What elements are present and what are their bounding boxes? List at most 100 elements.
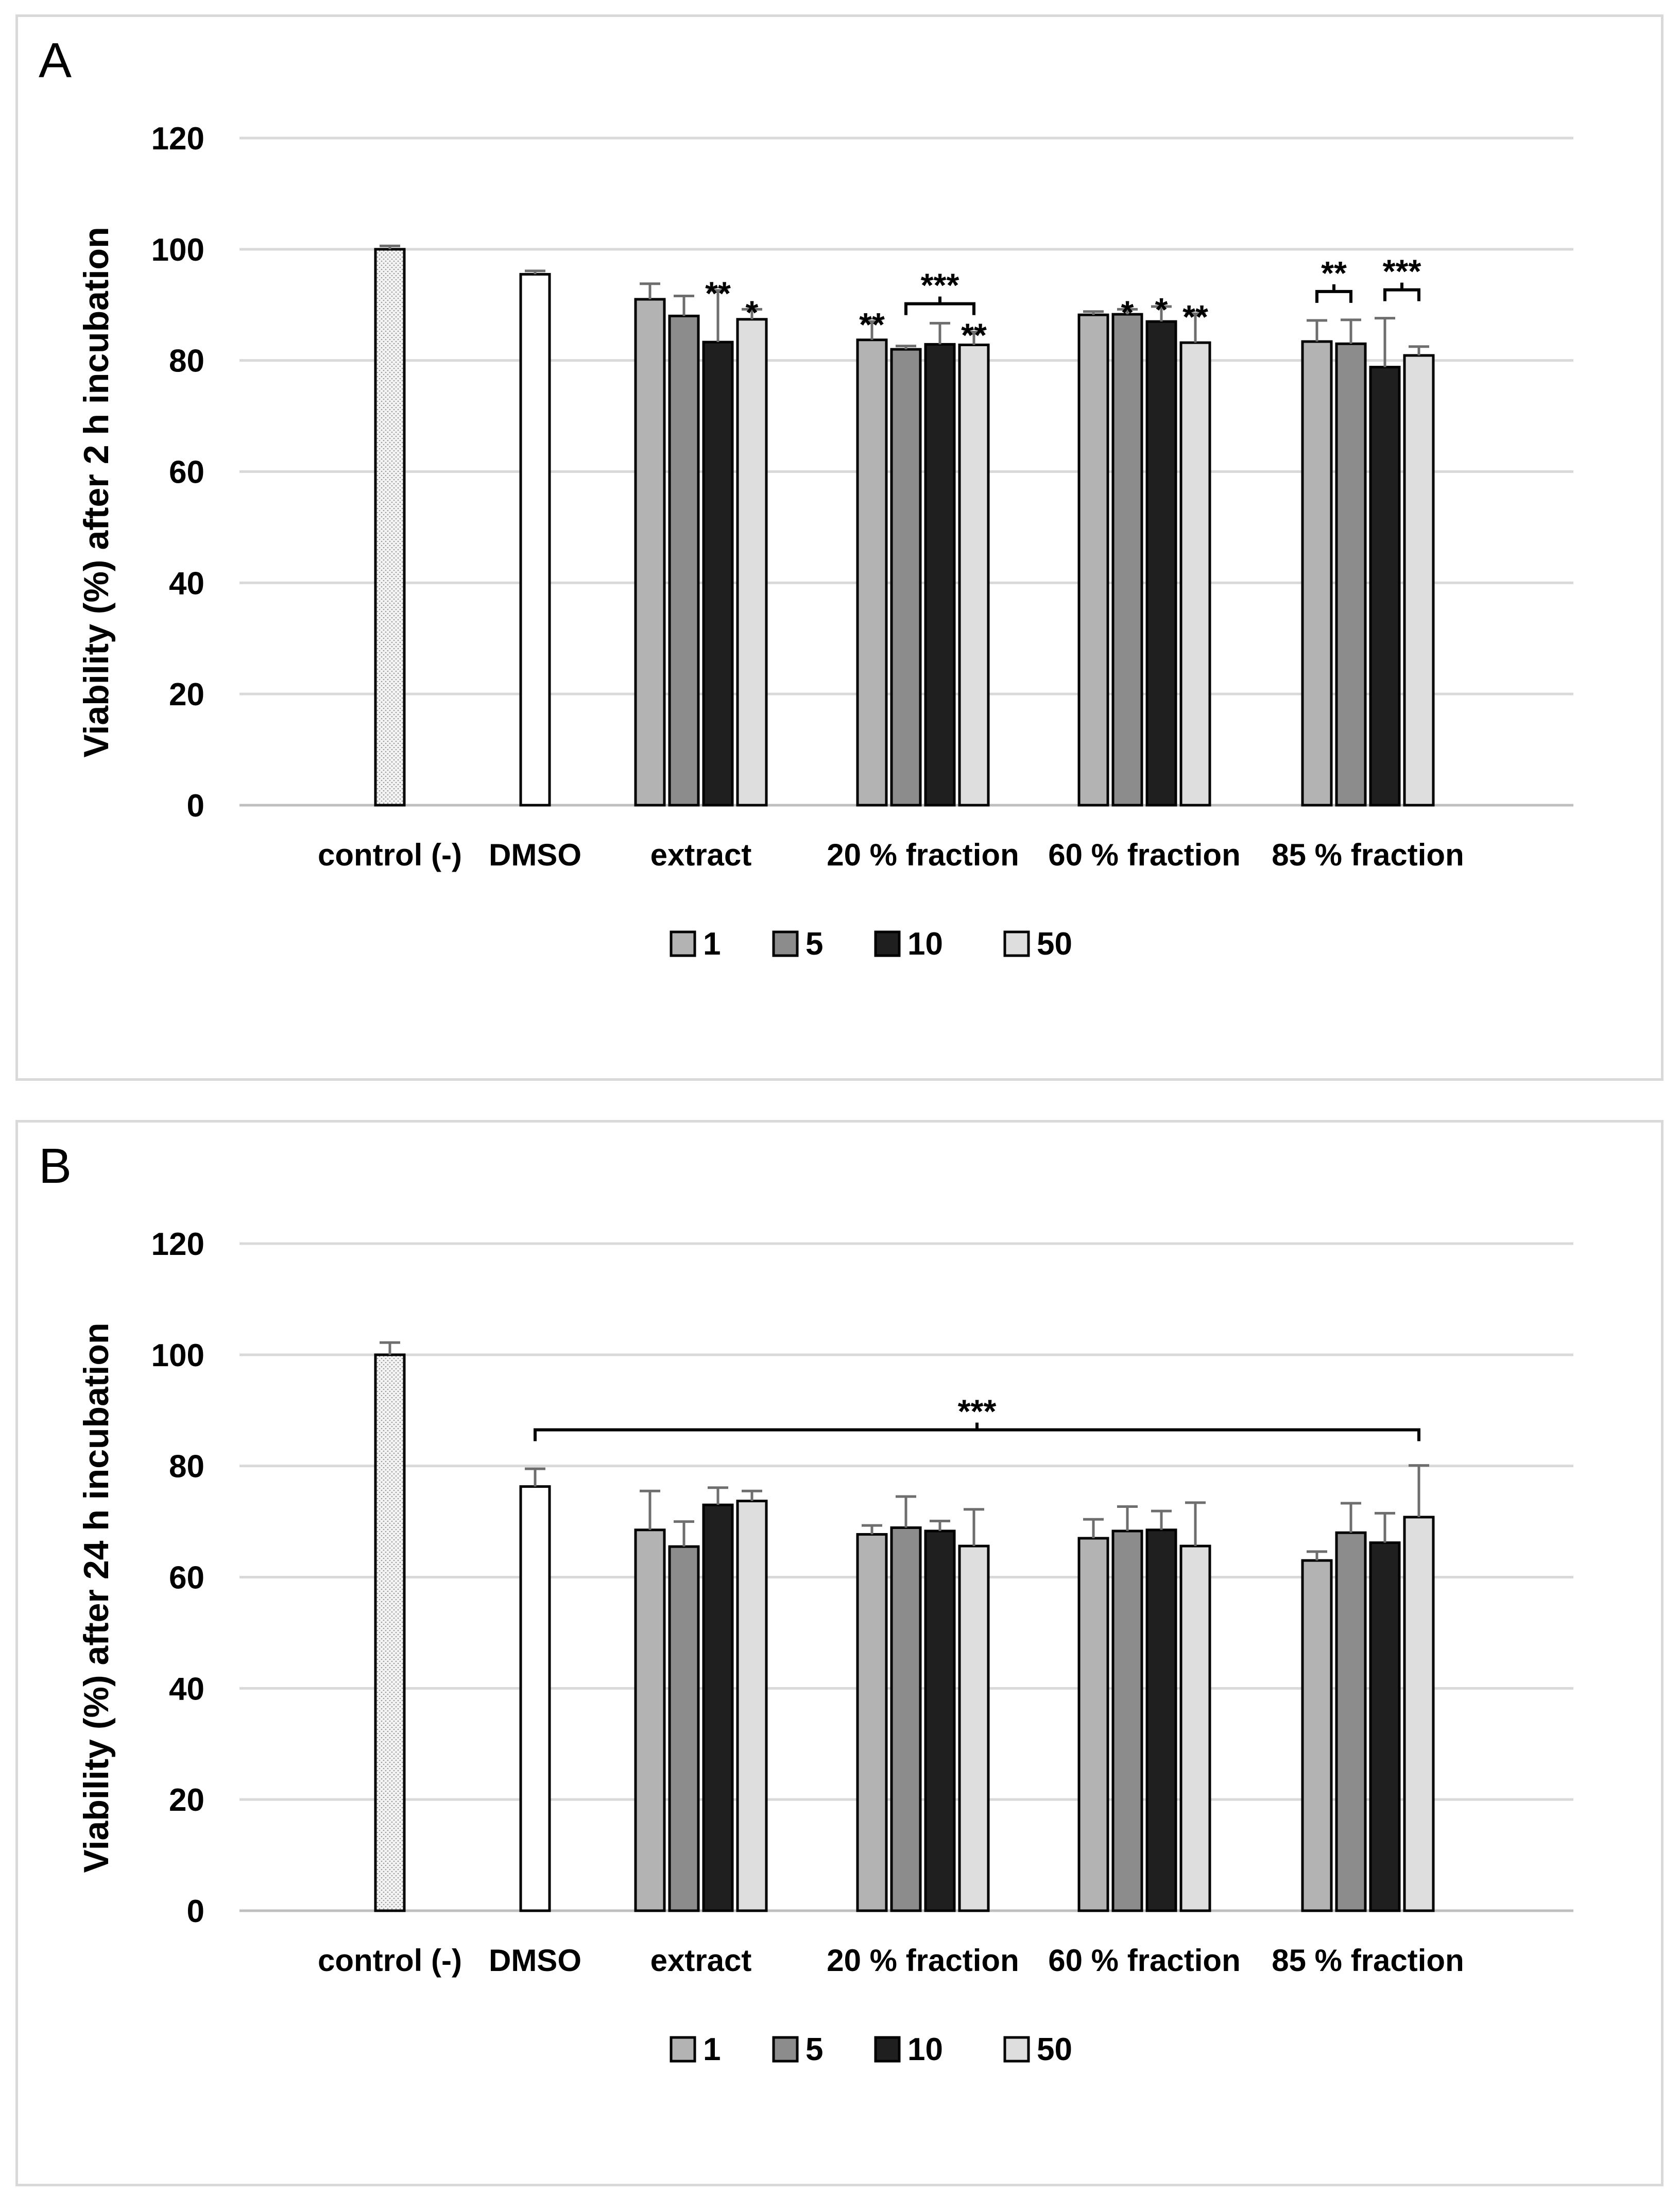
bar-series-50 <box>1179 1544 1211 1912</box>
bar-series-1 <box>634 1528 666 1912</box>
bar-series-5 <box>668 1545 700 1912</box>
legend-label: 5 <box>805 2032 823 2067</box>
legend-swatch-50 <box>1003 2036 1030 2063</box>
x-category-label: extract <box>650 1943 752 1978</box>
y-axis-label: Viability (%) after 24 h incubation <box>77 1322 116 1873</box>
significance-label: ** <box>1182 298 1208 335</box>
y-tick-label: 80 <box>169 344 204 379</box>
bar-control <box>374 248 406 807</box>
bar-series-10 <box>924 343 956 807</box>
x-category-label: 60 % fraction <box>1048 1943 1240 1978</box>
significance-bracket <box>904 302 975 315</box>
legend-swatch-10 <box>874 930 901 957</box>
significance-label: ** <box>859 306 885 343</box>
legend-swatch-10 <box>874 2036 901 2063</box>
bar-series-50 <box>736 318 768 807</box>
y-tick-label: 20 <box>169 1782 204 1818</box>
bar-series-50 <box>1179 341 1211 807</box>
legend-label: 50 <box>1037 2032 1072 2067</box>
legend-swatch-1 <box>670 2036 696 2063</box>
y-tick-label: 100 <box>151 232 204 268</box>
bar-series-1 <box>856 338 888 807</box>
y-tick-label: 80 <box>169 1449 204 1485</box>
x-category-label: control (-) <box>318 1943 462 1978</box>
panel-letter: A <box>39 33 72 88</box>
x-category-label: 85 % fraction <box>1272 1943 1464 1978</box>
bar-series-10 <box>1369 366 1401 807</box>
bar-series-1 <box>634 298 666 807</box>
legend-label: 10 <box>907 926 943 962</box>
significance-bracket <box>534 1428 1420 1441</box>
x-category-label: 20 % fraction <box>827 838 1019 872</box>
y-tick-label: 100 <box>151 1338 204 1373</box>
x-category-label: extract <box>650 838 752 872</box>
chart-b: 0 20 40 60 80 100 120 Viability (%) after 24 h … <box>77 1227 1573 2067</box>
significance-label: ** <box>705 275 731 312</box>
y-tick-label: 0 <box>187 1894 204 1929</box>
significance-label: *** <box>1383 253 1421 290</box>
significance-label: *** <box>958 1393 997 1430</box>
bar-series-5 <box>1335 1531 1367 1912</box>
significance-label: * <box>1121 294 1134 331</box>
y-tick-label: 40 <box>169 1671 204 1707</box>
y-tick-label: 120 <box>151 1227 204 1262</box>
significance-label: * <box>746 294 759 331</box>
bar-series-10 <box>1145 320 1177 807</box>
y-tick-label: 0 <box>187 788 204 824</box>
significance-label: ** <box>961 317 987 354</box>
bar-series-10 <box>702 1503 734 1912</box>
x-category-label: DMSO <box>489 838 581 872</box>
legend-label: 50 <box>1037 926 1072 962</box>
bar-series-1 <box>856 1533 888 1912</box>
x-category-label: 60 % fraction <box>1048 838 1240 872</box>
bar-dmso <box>519 1485 551 1912</box>
legend-swatch-1 <box>670 930 696 957</box>
x-category-label: control (-) <box>318 838 462 872</box>
significance-bracket <box>1383 288 1420 301</box>
bar-series-1 <box>1301 1559 1333 1912</box>
y-tick-label: 120 <box>151 121 204 157</box>
bar-series-1 <box>1077 1537 1109 1912</box>
bar-series-1 <box>1077 313 1109 807</box>
bar-series-10 <box>1145 1528 1177 1912</box>
chart-a: 0 20 40 60 80 100 120 Viability (%) after 2 h i… <box>77 121 1573 962</box>
x-category-label: DMSO <box>489 1943 581 1978</box>
significance-label: *** <box>921 267 959 304</box>
legend-swatch-5 <box>772 930 799 957</box>
legend-label: 5 <box>805 926 823 962</box>
bar-series-10 <box>1369 1541 1401 1912</box>
legend-swatch-5 <box>772 2036 799 2063</box>
bar-series-5 <box>668 314 700 807</box>
y-tick-label: 20 <box>169 677 204 712</box>
y-tick-label: 60 <box>169 455 204 490</box>
x-category-label: 20 % fraction <box>827 1943 1019 1978</box>
legend-label: 1 <box>703 926 721 962</box>
panel-b: B 0 20 40 60 80 100 120 Viability (%) after 24 … <box>15 1120 1664 2186</box>
bar-series-50 <box>958 343 990 807</box>
bar-series-5 <box>1335 342 1367 807</box>
bar-series-50 <box>1403 354 1435 807</box>
legend-swatch-50 <box>1003 930 1030 957</box>
panel-a: A 0 20 40 60 80 100 120 Viability (%) after 2 h… <box>15 14 1664 1081</box>
bar-series-5 <box>1111 313 1143 807</box>
bar-series-5 <box>1111 1530 1143 1912</box>
bar-series-50 <box>1403 1516 1435 1912</box>
bar-series-50 <box>736 1500 768 1912</box>
x-category-label: 85 % fraction <box>1272 838 1464 872</box>
bar-series-5 <box>890 1526 922 1912</box>
legend-label: 1 <box>703 2032 721 2067</box>
significance-bracket <box>1315 290 1352 303</box>
bar-control <box>374 1353 406 1912</box>
y-tick-label: 40 <box>169 566 204 601</box>
significance-label: ** <box>1321 254 1347 292</box>
bar-series-5 <box>890 348 922 807</box>
bar-series-1 <box>1301 340 1333 807</box>
y-axis-label: Viability (%) after 2 h incubation <box>77 227 116 757</box>
bar-dmso <box>519 273 551 807</box>
legend-label: 10 <box>907 2032 943 2067</box>
significance-label: * <box>1155 291 1168 328</box>
panel-letter: B <box>39 1139 72 1194</box>
bar-series-10 <box>924 1530 956 1912</box>
y-tick-label: 60 <box>169 1560 204 1596</box>
bar-series-50 <box>958 1544 990 1912</box>
